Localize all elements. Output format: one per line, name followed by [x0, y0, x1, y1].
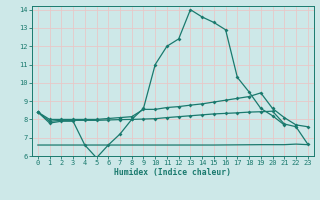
X-axis label: Humidex (Indice chaleur): Humidex (Indice chaleur): [114, 168, 231, 177]
